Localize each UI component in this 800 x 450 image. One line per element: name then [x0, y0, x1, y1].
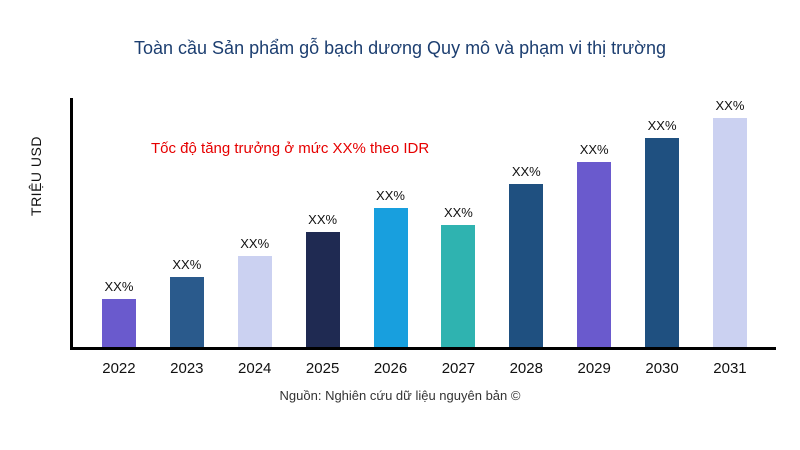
bar	[305, 232, 340, 347]
bar-value-label: XX%	[647, 118, 677, 133]
bar-column: XX% 2031	[712, 98, 748, 377]
plot-area: Tốc độ tăng trưởng ở mức XX% theo IDR XX…	[70, 98, 776, 377]
bar	[441, 225, 476, 347]
source-note: Nguồn: Nghiên cứu dữ liệu nguyên bản ©	[279, 388, 521, 403]
bar-value-label: XX%	[376, 188, 405, 203]
bar	[577, 162, 612, 347]
bar-column: XX% 2024	[237, 98, 273, 377]
bar	[509, 184, 544, 347]
bar-value-label: XX%	[308, 212, 338, 227]
x-tick-label: 2025	[305, 360, 340, 377]
bar	[101, 299, 136, 347]
bars: XX% 2022 XX% 2023 XX% 2024 XX% 2025 XX% 2026 XX% 20…	[73, 98, 776, 377]
bar-value-label: XX%	[511, 164, 541, 179]
bar-value-label: XX%	[715, 98, 745, 113]
bar-column: XX% 2029	[576, 98, 612, 377]
bar-value-label: XX%	[579, 142, 609, 157]
x-tick-label: 2030	[645, 360, 679, 377]
x-tick-label: 2023	[170, 360, 204, 377]
bar-column: XX% 2023	[169, 98, 205, 377]
growth-annotation: Tốc độ tăng trưởng ở mức XX% theo IDR	[151, 140, 430, 157]
bar-column: XX% 2026	[373, 98, 409, 377]
x-tick-label: 2022	[102, 360, 136, 377]
bar-column: XX% 2025	[305, 98, 341, 377]
bar	[237, 256, 272, 347]
bar	[712, 118, 747, 347]
x-tick-label: 2026	[373, 360, 408, 377]
bar-value-label: XX%	[104, 279, 134, 294]
x-tick-label: 2028	[509, 360, 543, 377]
bar-column: XX% 2028	[508, 98, 544, 377]
chart-title: Toàn cầu Sản phẩm gỗ bạch dương Quy mô v…	[134, 38, 666, 58]
x-tick-label: 2027	[441, 360, 476, 377]
x-tick-label: 2024	[238, 360, 272, 377]
bar-value-label: XX%	[443, 205, 473, 220]
bar	[645, 138, 680, 347]
y-axis-label: TRIỆU USD	[28, 136, 44, 216]
bar-value-label: XX%	[172, 257, 202, 272]
x-tick-label: 2029	[577, 360, 611, 377]
bar	[373, 208, 408, 347]
bar-column: XX% 2030	[644, 98, 680, 377]
bar-column: XX% 2027	[440, 98, 476, 377]
bar	[169, 277, 204, 347]
bar-column: XX% 2022	[101, 98, 137, 377]
x-tick-label: 2031	[713, 360, 747, 377]
bar-value-label: XX%	[240, 236, 270, 251]
